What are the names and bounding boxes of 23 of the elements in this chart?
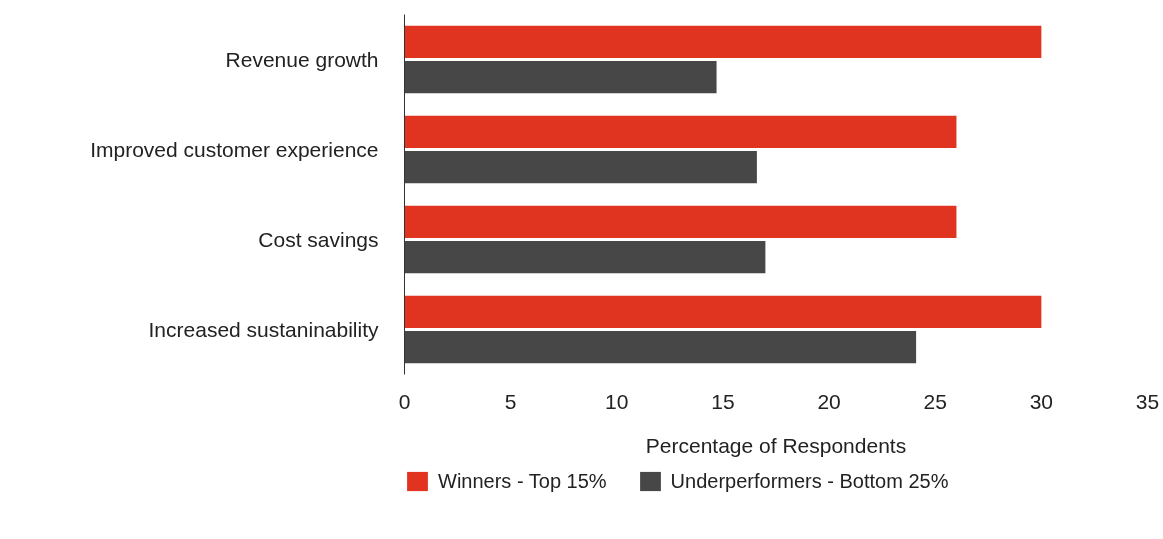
x-tick-label: 15 <box>711 389 735 413</box>
bar <box>404 330 917 364</box>
bar <box>404 60 717 94</box>
bar <box>404 240 766 274</box>
x-tick-label: 20 <box>817 389 841 413</box>
legend-label: Winners - Top 15% <box>438 469 607 493</box>
x-tick-label: 5 <box>504 389 517 413</box>
x-tick-label: 30 <box>1029 389 1054 413</box>
x-tick-label: 0 <box>398 389 411 413</box>
x-tick-label: 35 <box>1135 389 1160 413</box>
bar <box>404 295 1042 329</box>
bar <box>404 115 957 149</box>
x-tick-label: 10 <box>605 389 629 413</box>
y-tick-label: Increased sustaninability <box>148 318 379 341</box>
bar <box>404 205 957 239</box>
x-tick-label: 25 <box>923 389 947 413</box>
x-axis-title: Percentage of Respondents <box>645 433 907 457</box>
y-tick-label: Improved customer experience <box>90 138 379 161</box>
y-tick-label: Cost savings <box>258 228 379 251</box>
bar <box>404 150 757 184</box>
legend-label: Underperformers - Bottom 25% <box>670 469 949 493</box>
y-tick-label: Revenue growth <box>225 48 379 71</box>
bar <box>404 25 1042 59</box>
